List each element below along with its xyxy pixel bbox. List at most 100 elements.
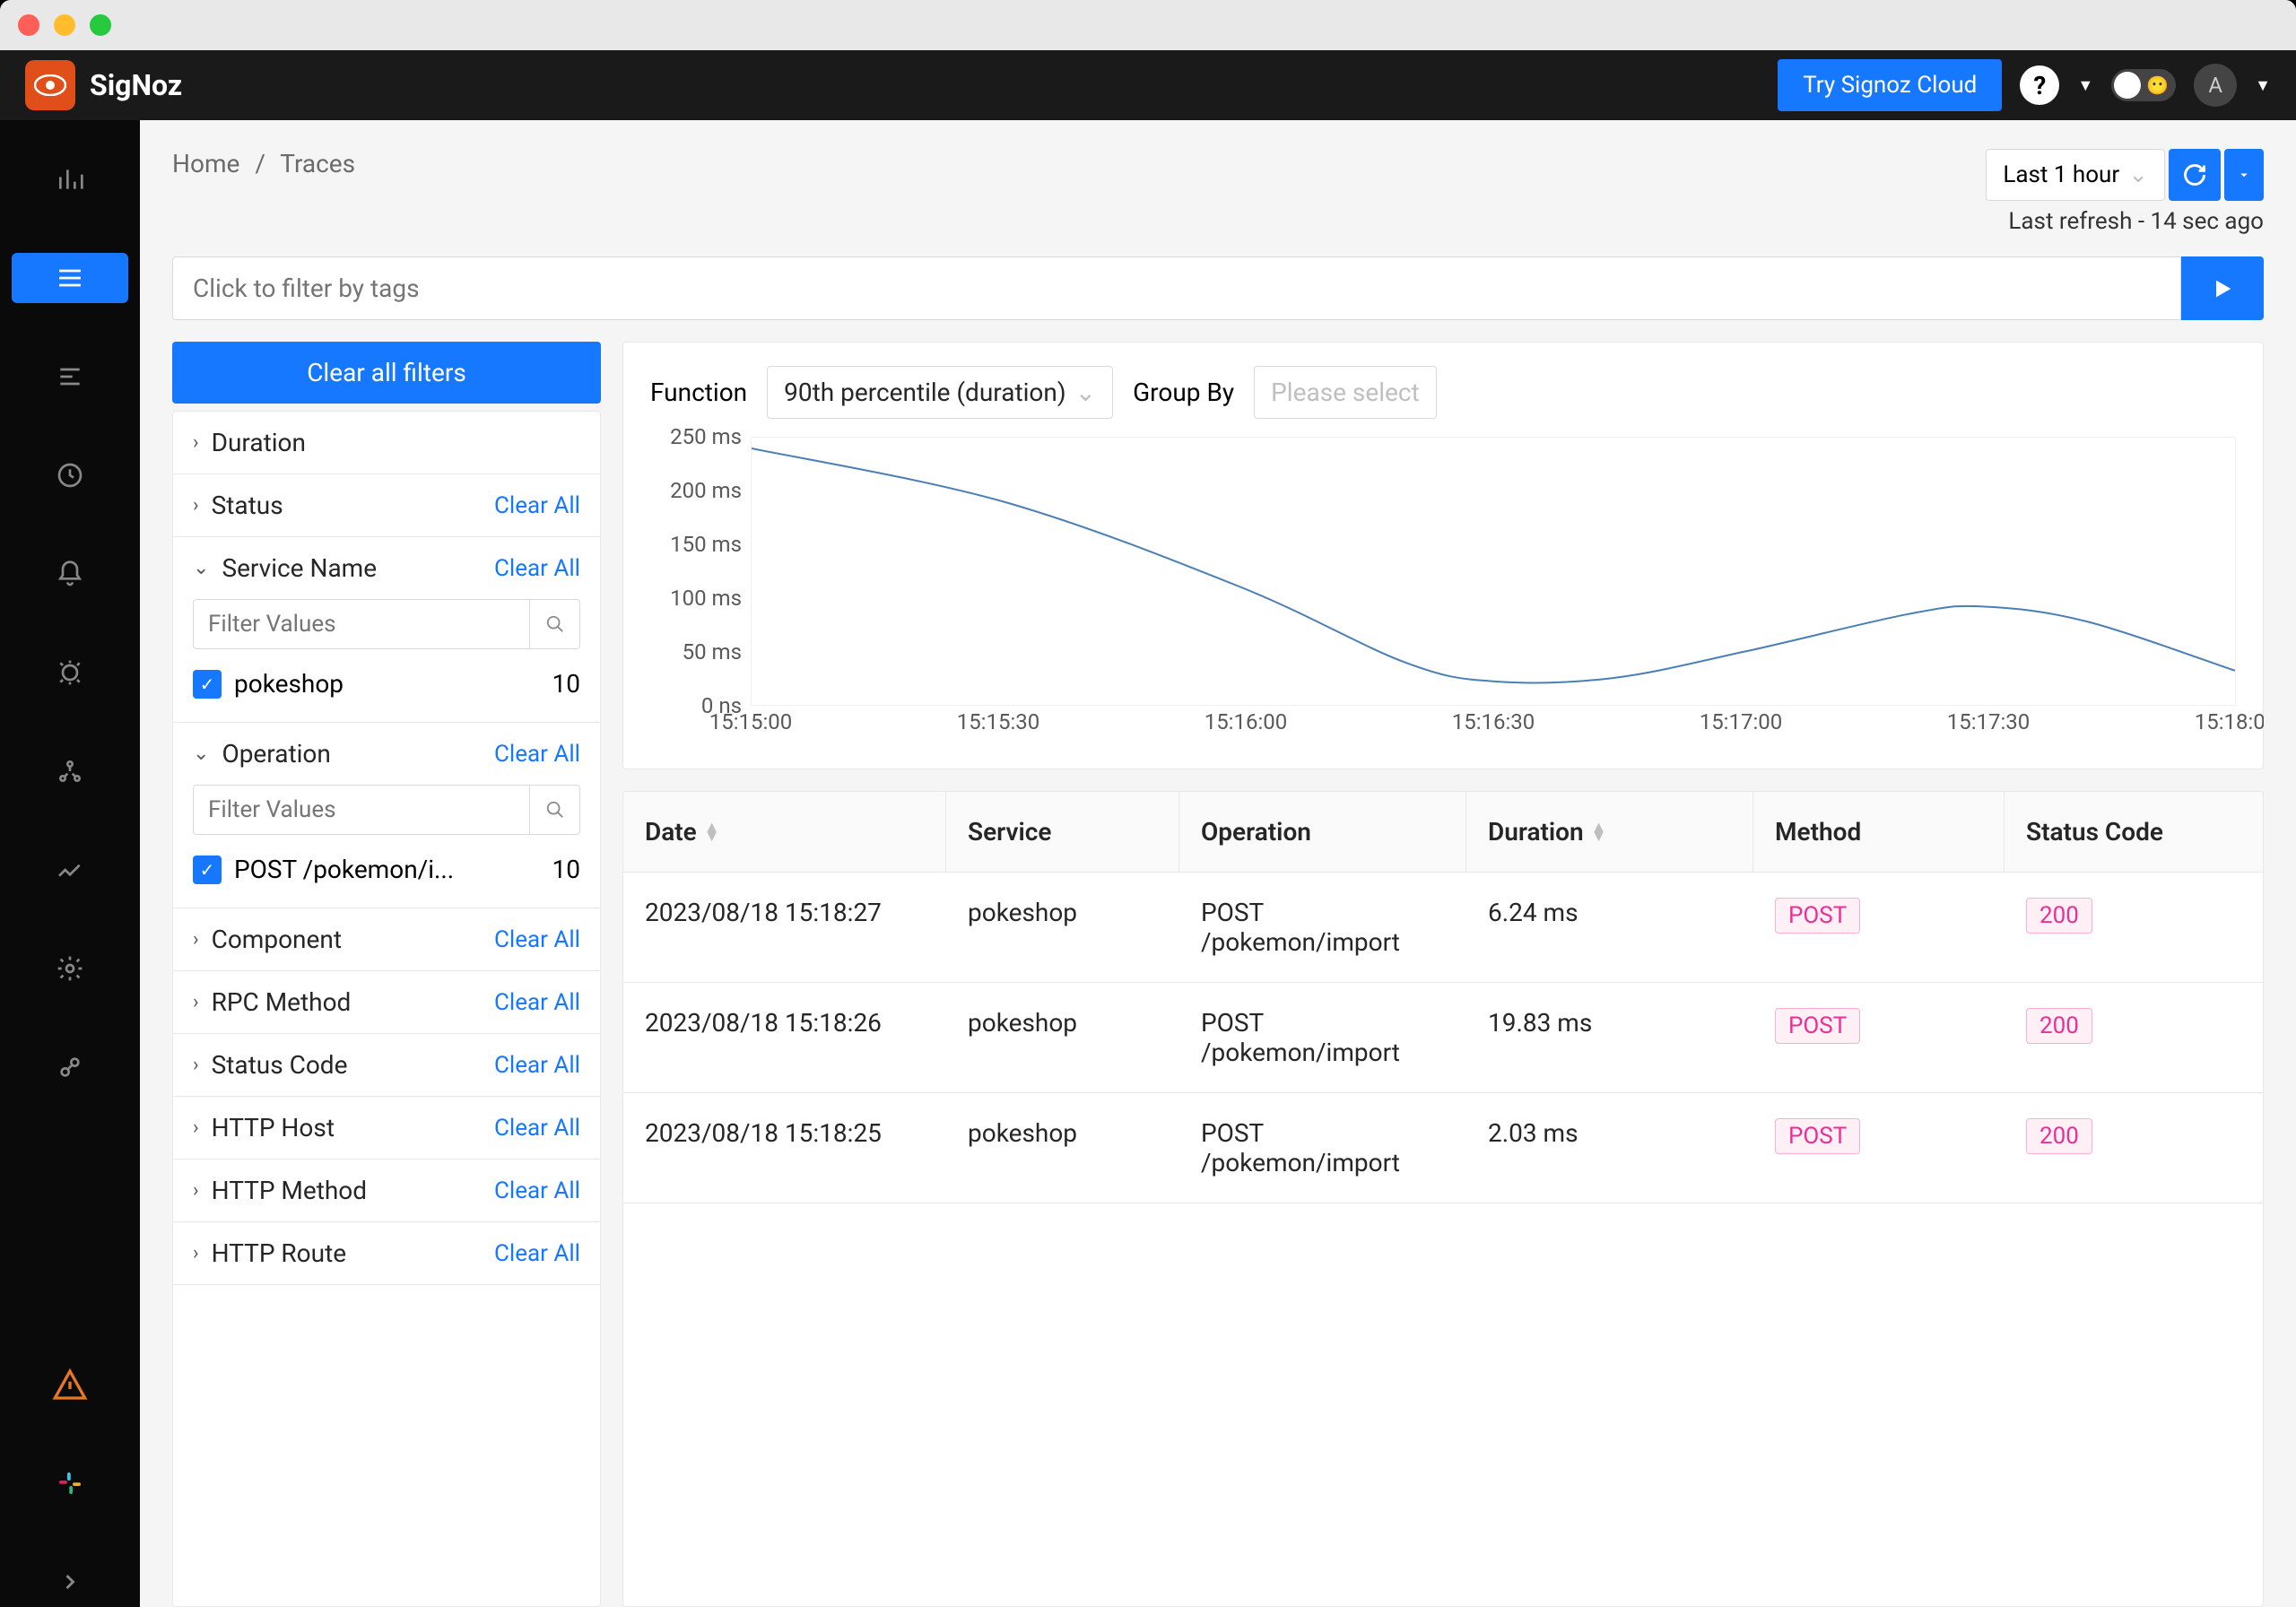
filter-section-header[interactable]: ⌄Operation Clear All [173,723,600,785]
nav-settings-icon[interactable] [45,943,95,994]
help-dropdown-caret[interactable]: ▼ [2077,76,2093,95]
refresh-options-button[interactable] [2224,149,2264,201]
cell-duration: 6.24 ms [1466,873,1753,982]
checkbox-icon[interactable]: ✓ [193,856,222,884]
cell-date: 2023/08/18 15:18:25 [623,1093,946,1203]
nav-logs-icon[interactable] [45,352,95,402]
avatar[interactable]: A [2194,64,2237,107]
clear-section-link[interactable]: Clear All [494,555,580,582]
filter-values-input[interactable] [193,785,530,835]
nav-dashboards-icon[interactable] [45,450,95,500]
th-operation[interactable]: Operation [1179,792,1466,872]
nav-usage-icon[interactable] [45,845,95,895]
filter-section-header[interactable]: ⌄Service Name Clear All [173,537,600,599]
theme-toggle[interactable]: 😶 [2111,69,2176,101]
filter-section-header[interactable]: ›Duration [173,412,600,473]
clear-section-link[interactable]: Clear All [494,1115,580,1142]
table-row[interactable]: 2023/08/18 15:18:27 pokeshop POST/pokemo… [623,873,2263,983]
clear-section-link[interactable]: Clear All [494,989,580,1016]
filter-option-count: 10 [552,855,580,884]
x-axis-tick: 15:15:30 [957,709,1040,734]
nav-metrics-icon[interactable] [45,154,95,204]
breadcrumb-home[interactable]: Home [172,149,239,178]
th-status[interactable]: Status Code [2005,792,2263,872]
filter-section-label: HTTP Route [212,1238,347,1268]
minimize-window[interactable] [54,14,75,36]
filter-section-header[interactable]: ›Status Clear All [173,474,600,536]
nav-alerts-icon[interactable] [45,549,95,599]
maximize-window[interactable] [90,14,111,36]
clear-section-link[interactable]: Clear All [494,926,580,953]
status-badge: 200 [2026,898,2092,934]
try-cloud-button[interactable]: Try Signoz Cloud [1778,59,2002,111]
refresh-button[interactable] [2169,149,2221,201]
clear-section-link[interactable]: Clear All [494,1240,580,1267]
filter-values-input[interactable] [193,599,530,649]
user-dropdown-caret[interactable]: ▼ [2255,76,2271,95]
method-badge: POST [1775,898,1860,934]
filter-section-component: ›Component Clear All [173,908,600,971]
y-axis-tick: 250 ms [670,424,742,449]
cell-service: pokeshop [946,873,1179,982]
chevron-icon: › [193,991,199,1013]
table-row[interactable]: 2023/08/18 15:18:26 pokeshop POST/pokemo… [623,983,2263,1093]
cell-operation: POST/pokemon/import [1179,873,1466,982]
th-duration[interactable]: Duration▲▼ [1466,792,1753,872]
nav-exceptions-icon[interactable] [45,647,95,698]
tag-filter-input[interactable] [172,256,2181,320]
method-badge: POST [1775,1118,1860,1154]
logo-icon [25,60,75,110]
help-icon[interactable]: ? [2020,65,2059,105]
checkbox-icon[interactable]: ✓ [193,670,222,699]
filter-section-header[interactable]: ›Status Code Clear All [173,1034,600,1096]
filter-section-service-name: ⌄Service Name Clear All ✓ pokeshop 10 [173,537,600,723]
chart-card: Function 90th percentile (duration) ⌄ Gr… [622,342,2264,769]
filter-option[interactable]: ✓ POST /pokemon/i... 10 [193,847,580,891]
filter-section-header[interactable]: ›Component Clear All [173,908,600,970]
filter-section-header[interactable]: ›RPC Method Clear All [173,971,600,1033]
groupby-label: Group By [1133,378,1234,407]
filter-section-status-code: ›Status Code Clear All [173,1034,600,1097]
nav-slack-icon[interactable] [45,1458,95,1508]
sort-icon: ▲▼ [1591,823,1607,841]
brand[interactable]: SigNoz [25,60,182,110]
filter-option[interactable]: ✓ pokeshop 10 [193,662,580,706]
filter-section-header[interactable]: › HTTP Route Clear All [173,1222,600,1284]
nav-service-map-icon[interactable] [45,746,95,796]
filter-section-header[interactable]: ›HTTP Host Clear All [173,1097,600,1159]
filter-section-label: Operation [222,739,330,769]
search-icon[interactable] [530,599,580,649]
y-axis-tick: 100 ms [670,586,742,611]
latency-chart[interactable]: 250 ms200 ms150 ms100 ms50 ms0 ns 15:15:… [650,437,2236,742]
filter-section-label: HTTP Method [212,1176,367,1205]
table-header: Date▲▼ Service Operation Duration▲▼ Meth… [623,792,2263,873]
cell-service: pokeshop [946,1093,1179,1203]
nav-traces-icon[interactable] [12,253,128,303]
clear-all-filters-button[interactable]: Clear all filters [172,342,601,404]
chevron-icon: › [193,1242,199,1264]
nav-collapse-icon[interactable] [45,1557,95,1607]
groupby-select[interactable]: Please select [1254,366,1437,419]
filter-section-rpc-method: ›RPC Method Clear All [173,971,600,1034]
brand-name: SigNoz [90,68,182,102]
nav-instrumentation-icon[interactable] [45,1042,95,1092]
clear-section-link[interactable]: Clear All [494,492,580,519]
clear-section-link[interactable]: Clear All [494,1052,580,1079]
th-method[interactable]: Method [1753,792,2005,872]
th-service[interactable]: Service [946,792,1179,872]
clear-section-link[interactable]: Clear All [494,1177,580,1204]
nav-rail [0,120,140,1607]
time-range-select[interactable]: Last 1 hour ⌄ [1986,149,2165,201]
filter-section-header[interactable]: ›HTTP Method Clear All [173,1160,600,1221]
filter-option-label: POST /pokemon/i... [234,855,454,884]
search-icon[interactable] [530,785,580,835]
close-window[interactable] [18,14,39,36]
table-row[interactable]: 2023/08/18 15:18:25 pokeshop POST/pokemo… [623,1093,2263,1203]
run-query-button[interactable] [2181,256,2264,320]
clear-section-link[interactable]: Clear All [494,741,580,768]
th-date[interactable]: Date▲▼ [623,792,946,872]
x-axis-tick: 15:16:00 [1205,709,1288,734]
nav-warning-icon[interactable] [45,1359,95,1410]
chevron-icon: › [193,1116,199,1139]
function-select[interactable]: 90th percentile (duration) ⌄ [767,366,1113,419]
